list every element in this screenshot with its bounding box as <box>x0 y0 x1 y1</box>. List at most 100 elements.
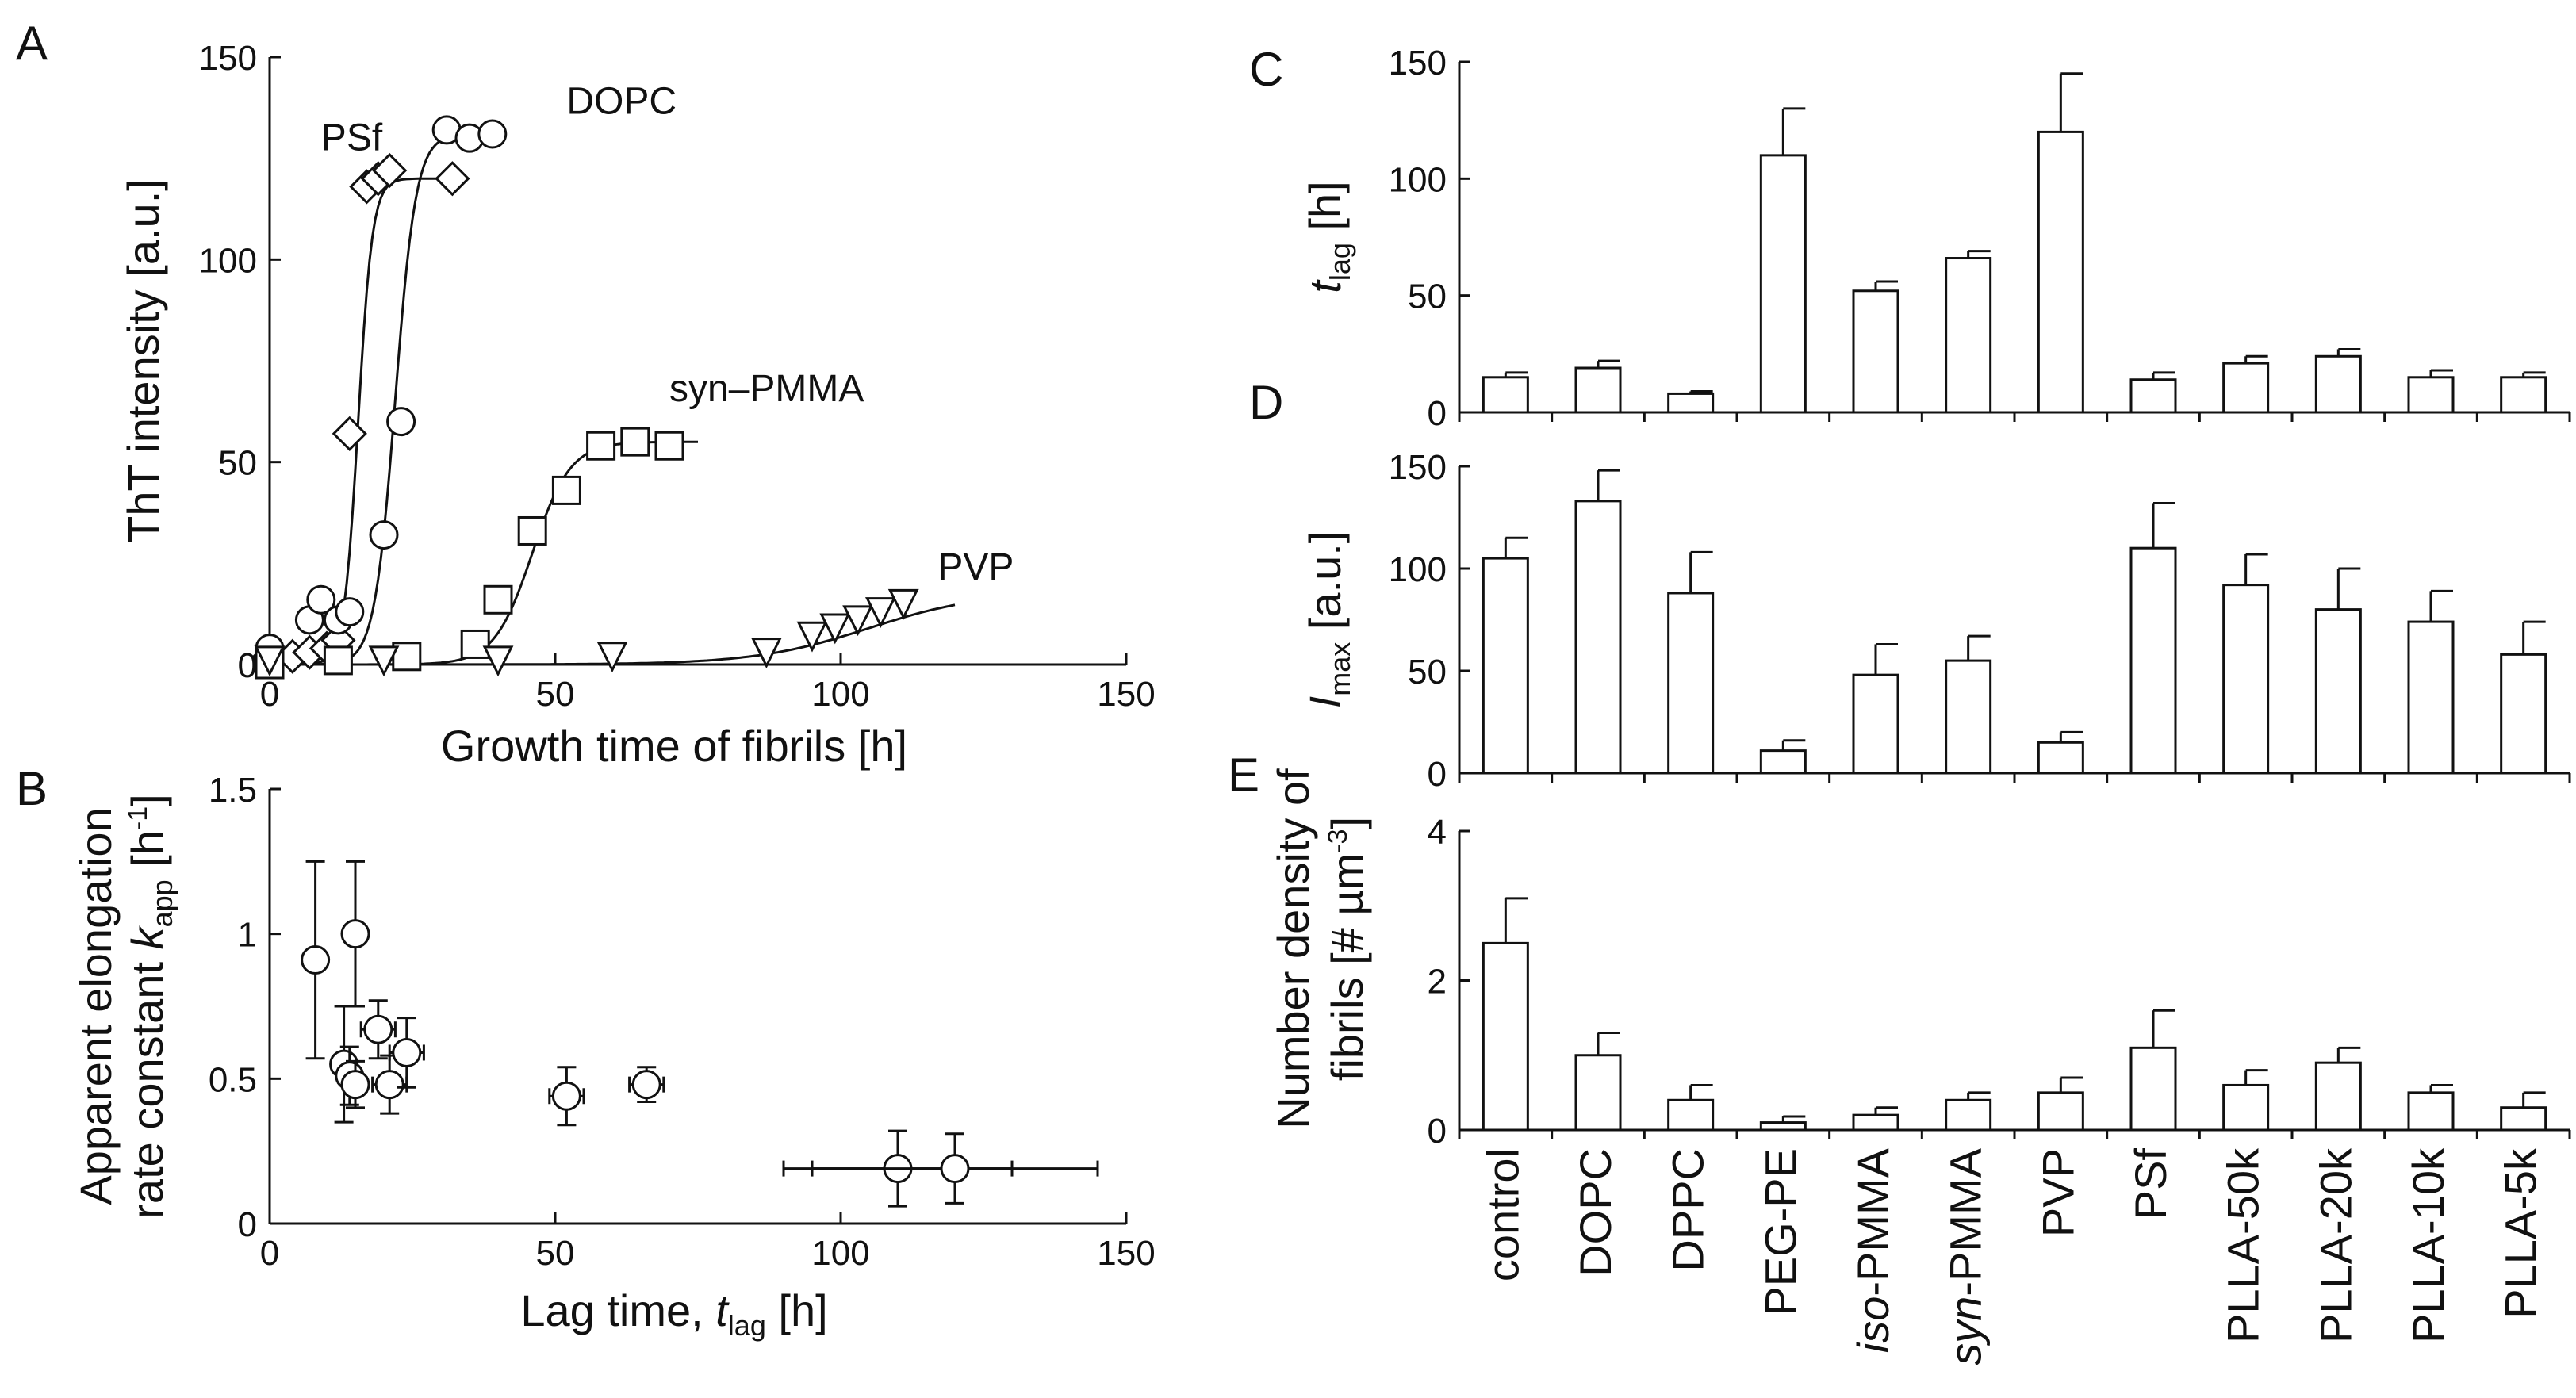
y-axis-title: tlag [h] <box>1300 181 1356 293</box>
bar <box>2407 1091 2455 1132</box>
y-axis-title-end: ] <box>122 794 172 806</box>
x-axis-title: Growth time of fibrils [h] <box>441 721 907 771</box>
bar <box>1759 154 1807 414</box>
data-point-circle <box>392 1037 422 1067</box>
data-point-circle <box>374 1070 404 1100</box>
bar <box>1945 1098 1992 1132</box>
bar <box>1482 557 1529 775</box>
bar <box>1574 366 1622 414</box>
bar <box>2314 354 2362 414</box>
panel-d-chart: 0 50 100 150 Imax [a.u.] <box>1300 448 2571 794</box>
bar <box>2037 130 2084 414</box>
y-axis-title-var: k <box>122 925 172 949</box>
data-point-circle <box>477 119 508 149</box>
x-axis-title-main: Lag time, <box>520 1285 715 1335</box>
y-tick-label: 0 <box>1428 1112 1447 1151</box>
category-label: PSf <box>2126 1148 2175 1220</box>
y-tick-label: 1.5 <box>209 771 257 810</box>
y-tick-label: 50 <box>218 444 257 483</box>
x-axis-title-sub: lag <box>728 1309 766 1342</box>
data-point-square <box>654 431 684 461</box>
y-tick-label: 0 <box>238 646 257 685</box>
category-label: DPPC <box>1663 1148 1713 1272</box>
data-point-triangle <box>864 597 896 628</box>
data-point-circle <box>340 1070 370 1100</box>
y-axis-title-line1: Apparent elongation <box>71 807 121 1205</box>
x-tick-label: 0 <box>260 1234 279 1273</box>
panel-e-chart: 0 2 4 Number density of fibrils [# µm-3] <box>1268 768 2571 1151</box>
category-label-text: control <box>1478 1148 1528 1281</box>
category-label: PLLA-20k <box>2310 1147 2360 1343</box>
data-point-circle <box>940 1154 970 1184</box>
y-axis-title-sup: -1 <box>123 806 153 830</box>
y-axis-title-sub: app <box>146 879 178 927</box>
data-point-triangle <box>819 613 851 645</box>
x-tick-label: 0 <box>260 675 279 714</box>
y-axis-title-line2: rate constant kapp [h-1] <box>122 794 178 1218</box>
category-label: control <box>1478 1148 1528 1281</box>
bar <box>1852 1113 1899 1132</box>
category-label: PLLA-10k <box>2403 1147 2453 1343</box>
bar <box>1667 1098 1715 1132</box>
bar <box>2129 378 2177 414</box>
y-tick-label: 100 <box>199 241 257 280</box>
x-axis-title: Lag time, tlag [h] <box>520 1285 827 1342</box>
y-axis-title-sub: max <box>1324 642 1356 696</box>
data-point-triangle <box>596 642 628 673</box>
bar <box>2222 584 2270 775</box>
data-point-square <box>483 584 513 615</box>
y-axis-title-main: fibrils [# µm <box>1322 853 1372 1081</box>
y-axis-title: Imax [a.u.] <box>1300 531 1356 709</box>
bar <box>1945 659 1992 775</box>
category-label-italic: iso <box>1848 1297 1898 1354</box>
y-tick-label: 150 <box>1389 44 1447 82</box>
y-tick-label: 0.5 <box>209 1060 257 1099</box>
y-tick-label: 150 <box>199 39 257 78</box>
y-axis-title-unit: [h <box>122 830 172 879</box>
data-point-triangle <box>368 645 400 677</box>
panel-letter-a: A <box>16 17 48 70</box>
bar <box>2222 1083 2270 1132</box>
y-axis-title-sub: lag <box>1324 243 1356 281</box>
category-label-text: -PMMA <box>1941 1147 1991 1296</box>
data-point-triangle <box>482 645 514 677</box>
data-point-square <box>620 427 650 457</box>
bar <box>2129 1046 2177 1132</box>
category-label: PLLA-5k <box>2496 1147 2546 1319</box>
category-label-text: DPPC <box>1663 1148 1713 1272</box>
y-tick-label: 0 <box>1428 755 1447 794</box>
data-point-circle <box>386 407 416 437</box>
data-point-diamond <box>435 161 470 197</box>
y-axis-title-line1: Number density of <box>1268 768 1318 1129</box>
series-label: PVP <box>937 546 1014 588</box>
y-axis-title-var: t <box>1300 279 1350 293</box>
y-tick-label: 50 <box>1408 278 1447 316</box>
data-point-square <box>586 431 616 461</box>
bar <box>1667 392 1715 414</box>
category-label: syn-PMMA <box>1941 1147 1991 1365</box>
data-point-circle <box>301 945 331 975</box>
bar <box>1852 673 1899 775</box>
bar <box>2500 376 2547 414</box>
data-point-square <box>517 515 547 546</box>
y-tick-label: 1 <box>238 916 257 955</box>
panel-c-chart: 0 50 100 150 tlag [h] <box>1300 44 2571 433</box>
bar <box>2037 741 2084 775</box>
category-label-text: DOPC <box>1570 1148 1620 1277</box>
bar <box>1482 376 1529 414</box>
bar <box>2129 546 2177 775</box>
y-axis-title: ThT intensity [a.u.] <box>118 178 168 543</box>
y-tick-label: 0 <box>1428 394 1447 433</box>
bar <box>1574 1054 1622 1132</box>
y-axis-title-line2: fibrils [# µm-3] <box>1322 817 1372 1081</box>
data-point-circle <box>369 520 399 550</box>
x-tick-label: 50 <box>536 675 575 714</box>
category-label-text: PSf <box>2126 1148 2175 1220</box>
bar <box>2314 608 2362 775</box>
category-label-text: -PMMA <box>1848 1147 1898 1296</box>
x-axis-title-unit: [h] <box>766 1285 828 1335</box>
panel-letter-c: C <box>1249 43 1283 96</box>
bar <box>2222 362 2270 414</box>
